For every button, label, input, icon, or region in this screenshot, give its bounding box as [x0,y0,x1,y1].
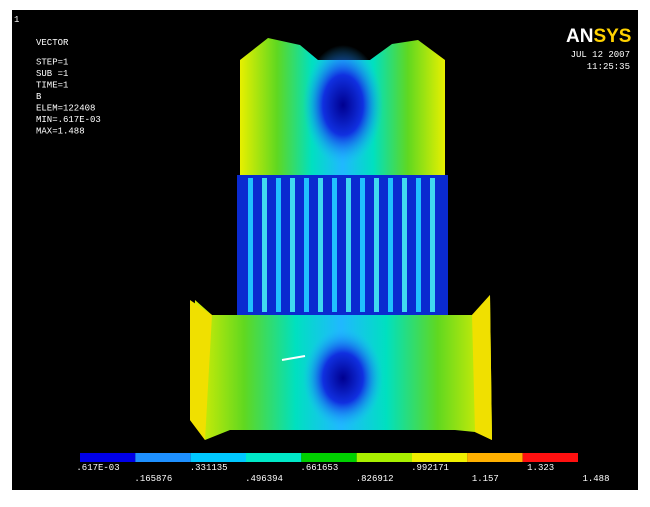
info-line: MAX=1.488 [36,127,85,137]
stripe [402,178,407,312]
legend-label: 1.157 [472,474,499,484]
stripe [388,178,393,312]
legend-swatch [523,453,578,462]
stripe [416,178,421,312]
info-line: STEP=1 [36,58,68,68]
legend-swatch [412,453,467,462]
legend-swatch [80,453,135,462]
screenshot: 1 VECTOR STEP=1SUB =1 TIME=1B ELEM=122408MI… [0,0,650,507]
stripe [304,178,309,312]
legend-swatch [191,453,246,462]
stripe [374,178,379,312]
page: 1 VECTOR STEP=1SUB =1 TIME=1B ELEM=122408MI… [0,0,650,507]
legend-label: .165876 [134,474,172,484]
legend-label: .496394 [245,474,283,484]
legend-label: 1.488 [582,474,609,484]
stripe [290,178,295,312]
legend-label: .661653 [300,463,338,473]
legend-label: .826912 [356,474,394,484]
stripe [248,178,253,312]
legend-swatch [301,453,356,462]
info-line: SUB =1 [36,69,68,79]
info-line: ELEM=122408 [36,104,95,114]
logo: ANSYS [566,26,631,47]
time: 11:25:35 [587,62,630,72]
stripe [318,178,323,312]
stripe [276,178,281,312]
window-number: 1 [14,15,19,25]
legend-label: .992171 [411,463,449,473]
info-line: VECTOR [36,38,69,48]
info-line: TIME=1 [36,81,68,91]
legend-label: .331135 [190,463,228,473]
stripe [262,178,267,312]
stripe [346,178,351,312]
legend-swatch [357,453,412,462]
stripe [332,178,337,312]
legend-label: .617E-03 [76,463,119,473]
info-line: B [36,92,42,102]
legend-label: 1.323 [527,463,554,473]
stripe [360,178,365,312]
legend-swatch [135,453,190,462]
legend-swatch [246,453,301,462]
logo-right: SYS [593,26,631,47]
stripe [430,178,435,312]
legend-swatch [467,453,522,462]
date: JUL 12 2007 [571,50,630,60]
info-line: MIN=.617E-03 [36,115,101,125]
logo-left: AN [566,26,593,47]
